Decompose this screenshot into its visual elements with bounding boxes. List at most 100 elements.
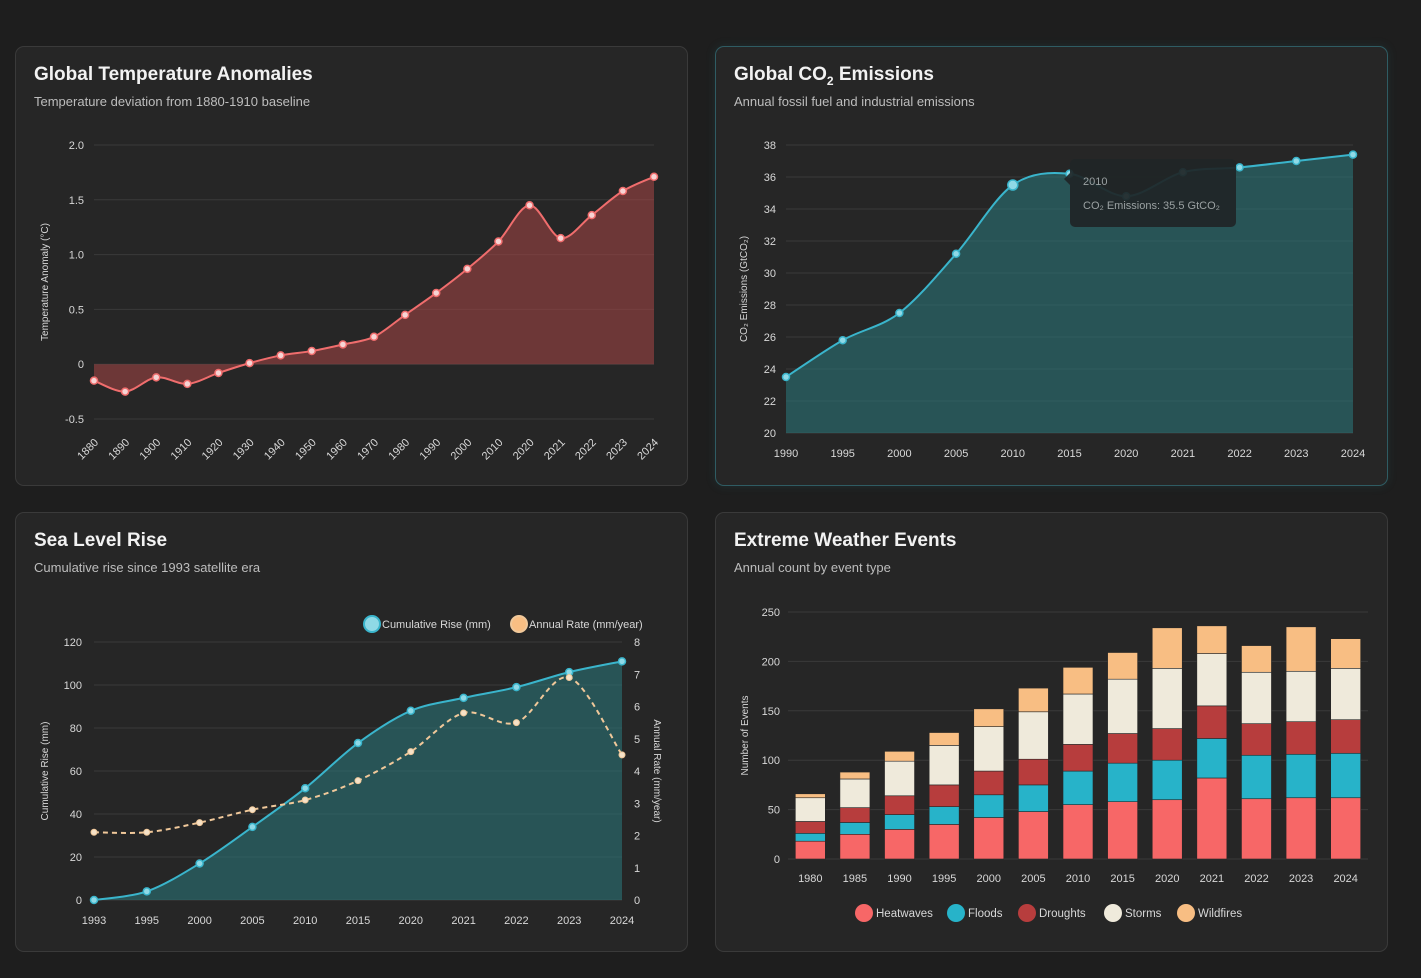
y-tick-label: 200 <box>762 656 780 668</box>
series-line-dashed <box>93 676 623 834</box>
bar-segment <box>1196 738 1228 779</box>
bar-segment <box>973 817 1005 860</box>
bar-segment <box>1018 687 1049 713</box>
data-point <box>143 828 151 836</box>
y-tick-label: 100 <box>762 755 780 767</box>
legend-label: Floods <box>968 908 1003 920</box>
y-tick-label: 100 <box>64 680 82 692</box>
y-tick-label: 0 <box>76 895 82 907</box>
y-axis-title: Cumulative Rise (mm) <box>40 722 51 821</box>
x-tick-label: 1920 <box>200 437 226 463</box>
temperature-chart[interactable]: 2.0 1.5 1.0 0.5 0 -0.5 1880 1890 1900 1910 1920 193… <box>16 47 687 485</box>
x-tick-label: 1970 <box>355 437 381 463</box>
weather-card: Extreme Weather Events Annual count by e… <box>715 512 1388 952</box>
data-point <box>459 693 468 703</box>
co2-chart[interactable]: 38 36 34 32 30 28 26 24 22 20 1990 1995 2000 2005 2010… <box>716 47 1387 485</box>
legend-swatch <box>1018 904 1036 922</box>
x-tick-label: 2005 <box>1021 873 1045 885</box>
card-title: Global CO2 Emissions <box>734 64 934 88</box>
data-point <box>300 783 310 793</box>
y-tick-label: 0 <box>774 854 780 866</box>
x-tick-label: 1995 <box>932 873 956 885</box>
data-point <box>407 748 415 756</box>
y-tick-label: 36 <box>764 172 776 184</box>
legend-label: Wildfires <box>1198 908 1242 920</box>
x-tick-label: 2021 <box>1200 873 1224 885</box>
data-point <box>195 859 204 868</box>
x-tick-label: 1995 <box>830 448 854 460</box>
x-tick-label: 2023 <box>604 437 630 463</box>
data-point <box>183 379 192 389</box>
x-tick-label: 2000 <box>887 448 911 460</box>
bar-segment <box>1285 797 1317 860</box>
weather-chart[interactable]: 250 200 150 100 50 0 1980 1985 1990 1995 2000 2005 2… <box>716 513 1387 951</box>
y-tick-label: 2.0 <box>69 140 84 152</box>
sea-level-card: Sea Level Rise Cumulative rise since 199… <box>15 512 688 952</box>
tooltip-box <box>1070 159 1236 227</box>
x-tick-label: 1960 <box>324 437 350 463</box>
data-point <box>951 249 961 259</box>
y2-tick-label: 0 <box>634 895 640 907</box>
data-point <box>142 887 152 896</box>
data-point <box>565 673 573 681</box>
bar-segment <box>1151 728 1183 761</box>
x-tick-label: 2022 <box>573 437 599 463</box>
data-point <box>338 340 348 349</box>
bar-segment <box>973 794 1005 818</box>
card-subtitle: Temperature deviation from 1880-1910 bas… <box>34 94 311 109</box>
bar-segment <box>1107 762 1138 802</box>
co2-card: Global CO2 Emissions Annual fossil fuel … <box>715 46 1388 486</box>
x-tick-label: 2024 <box>1341 448 1365 460</box>
legend-swatch <box>510 615 528 633</box>
y-axis-title: Number of Events <box>740 695 751 775</box>
bar-segment <box>928 784 960 807</box>
x-tick-label: 2010 <box>293 915 317 927</box>
y-axis-title: CO₂ Emissions (GtCO₂) <box>739 236 750 342</box>
x-tick-label: 1990 <box>887 873 911 885</box>
y-tick-label: 32 <box>764 236 776 248</box>
x-tick-label: 2021 <box>451 915 475 927</box>
x-tick-label: 2021 <box>542 437 568 463</box>
bar-segment <box>839 778 871 808</box>
y-tick-label: 120 <box>64 637 82 649</box>
data-point <box>307 346 317 356</box>
legend-swatch <box>1104 904 1122 922</box>
y-tick-label: 40 <box>70 809 82 821</box>
legend-label: Storms <box>1125 908 1162 920</box>
legend-label: Droughts <box>1039 908 1086 920</box>
card-subtitle: Annual fossil fuel and industrial emissi… <box>734 94 975 109</box>
y-tick-label: 24 <box>764 364 776 376</box>
data-point <box>120 387 130 396</box>
title-end: Emissions <box>833 64 934 85</box>
y2-tick-label: 3 <box>634 798 640 810</box>
bar-segment <box>928 806 960 825</box>
data-point <box>1235 163 1244 172</box>
data-point <box>618 751 626 759</box>
y-tick-label: 38 <box>764 140 776 152</box>
card-subtitle: Cumulative rise since 1993 satellite era <box>34 560 261 575</box>
data-point <box>89 376 99 385</box>
bar-segment <box>839 807 871 823</box>
bar-segment <box>1062 770 1094 805</box>
x-tick-label: 2010 <box>1001 448 1025 460</box>
bar-segment <box>928 732 960 746</box>
bar-segment <box>1062 693 1094 745</box>
bar-segment <box>1241 754 1272 800</box>
card-title: Extreme Weather Events <box>734 530 957 551</box>
data-point <box>617 657 627 666</box>
bar-segment <box>1285 721 1317 755</box>
x-tick-label: 2022 <box>1227 448 1251 460</box>
bar-segment <box>1241 645 1272 673</box>
legend-swatch <box>855 904 873 922</box>
x-tick-label: 2005 <box>944 448 968 460</box>
y-tick-label: 20 <box>764 428 776 440</box>
data-point <box>895 308 904 318</box>
x-tick-label: 2023 <box>1289 873 1313 885</box>
bar-segment <box>1196 653 1228 707</box>
y2-tick-label: 4 <box>634 766 640 778</box>
bar-segment <box>884 751 915 762</box>
data-point <box>248 806 256 814</box>
x-tick-label: 2024 <box>635 437 661 463</box>
x-tick-label: 1990 <box>418 437 444 463</box>
